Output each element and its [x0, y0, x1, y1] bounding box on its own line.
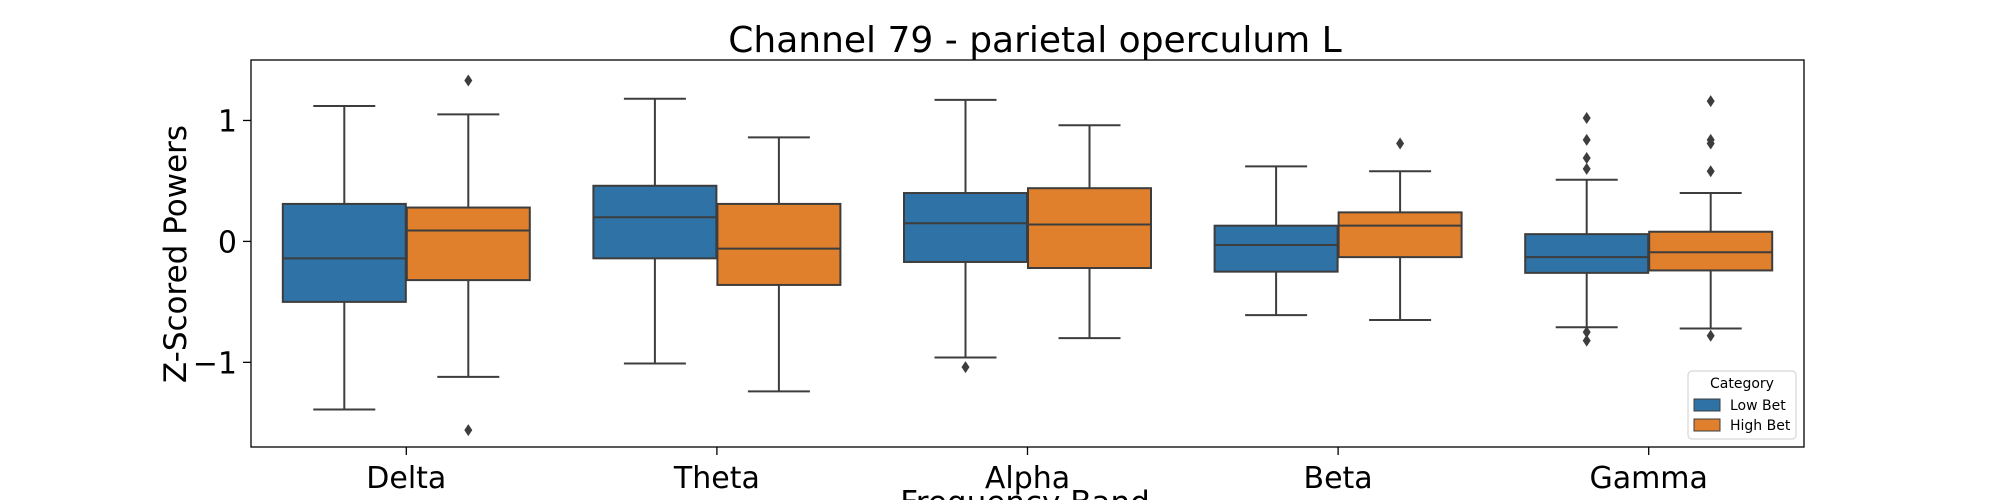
y-tick-label: −1 [193, 346, 237, 381]
box-iqr [281, 202, 407, 303]
plot-area: 1 0 −1 Delta Theta Alpha Beta Gamma [193, 59, 1805, 496]
box-iqr [1524, 233, 1650, 274]
outlier-point [1582, 151, 1591, 164]
legend-label-low-bet: Low Bet [1730, 398, 1786, 414]
box-iqr [1337, 211, 1463, 259]
box-group-beta-low-bet [1213, 165, 1339, 317]
box-iqr [716, 202, 842, 286]
box-iqr [1213, 224, 1339, 273]
y-tick-label: 0 [218, 225, 237, 260]
legend-title: Category [1710, 376, 1774, 392]
outlier-point [961, 361, 970, 374]
box-group-gamma-low-bet [1524, 112, 1650, 347]
box-iqr [405, 206, 531, 282]
box-iqr [592, 184, 718, 260]
chart-title: Channel 79 - parietal operculum L [728, 20, 1341, 61]
x-tick-label-beta: Beta [1304, 461, 1373, 496]
x-axis-label: Frequency Band [900, 485, 1150, 500]
x-tick-label-gamma: Gamma [1589, 461, 1707, 496]
outlier-point [1706, 329, 1715, 342]
box-group-alpha-low-bet [903, 98, 1028, 374]
outlier-point [1582, 112, 1591, 125]
outlier-point [1582, 326, 1591, 339]
box-group-theta-high-bet [716, 136, 842, 393]
legend: Category Low Bet High Bet [1687, 370, 1797, 440]
legend-swatch-low-bet [1693, 398, 1721, 412]
y-axis-label: Z-Scored Powers [158, 125, 194, 383]
legend-label-high-bet: High Bet [1730, 418, 1791, 434]
outlier-point [464, 74, 473, 87]
box-iqr [1648, 230, 1774, 272]
box-group-delta-high-bet [405, 74, 531, 437]
outlier-point [1396, 137, 1405, 150]
box-group-delta-low-bet [281, 104, 407, 411]
outlier-point [1706, 133, 1715, 146]
x-tick-label-theta: Theta [673, 461, 760, 496]
y-tick-label: 1 [218, 104, 237, 139]
box-group-beta-high-bet [1337, 137, 1463, 322]
box-group-alpha-high-bet [1027, 124, 1152, 340]
outlier-point [1582, 133, 1591, 146]
outlier-point [1706, 165, 1715, 178]
legend-swatch-high-bet [1693, 418, 1721, 432]
outlier-point [1582, 334, 1591, 347]
box-iqr [903, 192, 1028, 263]
outlier-point [1582, 162, 1591, 175]
x-tick-label-alpha: Alpha [985, 461, 1070, 496]
box-group-theta-low-bet [592, 97, 718, 365]
outlier-point [464, 424, 473, 437]
outlier-point [1706, 95, 1715, 108]
x-tick-label-delta: Delta [366, 461, 446, 496]
box-group-gamma-high-bet [1648, 95, 1774, 342]
box-iqr [1027, 187, 1152, 270]
